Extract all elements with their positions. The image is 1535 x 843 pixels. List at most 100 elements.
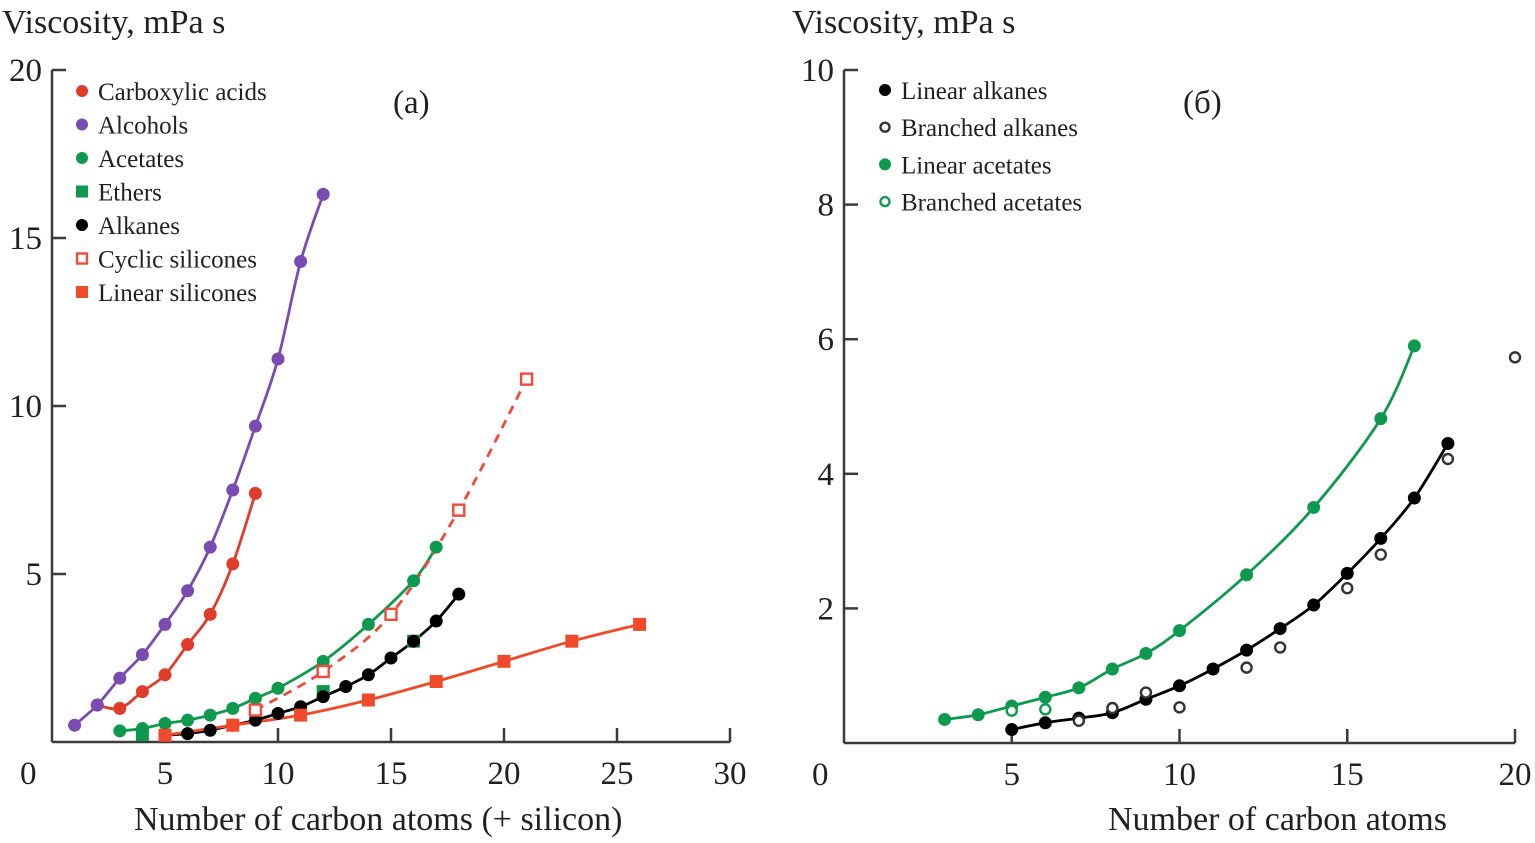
legend-label: Linear silicones <box>98 280 257 307</box>
data-point-carboxylic-acids <box>248 486 262 500</box>
legend-label: Branched acetates <box>901 190 1082 217</box>
legend-item-linear-silicones: Linear silicones <box>76 280 257 307</box>
data-point-branched-alkanes <box>1273 641 1287 654</box>
legend-item-branched-acetates: Branched acetates <box>879 190 1082 217</box>
data-point-alcohols <box>248 419 262 433</box>
data-point-branched-alkanes <box>1441 452 1455 466</box>
axes-a: 5 10 15 20 0 5 10 15 20 25 30 <box>9 53 747 792</box>
y-tick-label: 20 <box>9 53 42 89</box>
series-lines-b <box>944 345 1450 731</box>
data-point-linear-alkanes <box>1340 566 1354 580</box>
data-point-acetates <box>248 691 262 705</box>
data-point-carboxylic-acids <box>158 668 172 682</box>
data-point-linear-acetates <box>1072 681 1086 695</box>
legend-item-linear-alkanes: Linear alkanes <box>879 78 1047 105</box>
x-tick-label: 30 <box>714 756 747 792</box>
data-point-alcohols <box>113 671 127 685</box>
chart-panel-a: Viscosity, mPa s (a) Number of carbon at… <box>2 4 747 838</box>
legend-item-cyclic-silicones: Cyclic silicones <box>75 247 257 274</box>
legend-marker-linear-alkanes <box>879 84 891 96</box>
legend-marker-carboxylic-acids <box>76 85 88 97</box>
y-tick-label: 15 <box>9 221 42 257</box>
data-point-linear-silicones <box>158 728 172 742</box>
legend-marker-alcohols <box>76 118 88 131</box>
legend-item-ethers: Ethers <box>76 180 162 207</box>
series-markers-a <box>68 187 647 742</box>
data-point-branched-alkanes <box>1139 686 1153 699</box>
data-point-alkanes <box>361 668 375 682</box>
data-point-acetates <box>429 540 443 554</box>
data-point-linear-alkanes <box>1273 622 1287 636</box>
legend-label: Linear alkanes <box>901 78 1047 105</box>
data-point-alkanes <box>407 634 421 648</box>
data-point-branched-acetates <box>1005 704 1018 717</box>
series-line-alcohols <box>73 193 325 727</box>
series-line-cyclic-silicones <box>254 378 528 712</box>
data-point-alkanes <box>452 587 466 601</box>
y-tick-label: 8 <box>818 188 835 224</box>
data-point-acetates <box>361 617 375 631</box>
data-point-linear-alkanes <box>1307 598 1321 612</box>
data-point-linear-acetates <box>1374 412 1388 426</box>
series-markers-b <box>938 339 1522 737</box>
data-point-linear-silicones <box>294 708 308 722</box>
x-tick-label: 20 <box>1499 757 1532 793</box>
data-point-linear-alkanes <box>1206 662 1220 676</box>
y-tick-label: 10 <box>801 53 834 89</box>
data-point-linear-acetates <box>1173 624 1186 638</box>
data-point-alkanes <box>203 723 217 737</box>
data-point-branched-alkanes <box>1173 701 1186 714</box>
series-lines-a <box>73 193 640 737</box>
legend-label: Alcohols <box>98 113 188 140</box>
legend-label: Acetates <box>98 146 184 173</box>
data-point-acetates <box>113 724 127 738</box>
x-tick-label: 10 <box>1163 757 1196 793</box>
data-point-linear-alkanes <box>1240 643 1254 657</box>
data-point-linear-alkanes <box>1005 723 1019 737</box>
data-point-linear-acetates <box>1407 339 1421 353</box>
data-point-acetates <box>271 681 285 695</box>
data-point-alkanes <box>316 690 330 704</box>
chart-panel-b: Viscosity, mPa s (б) Number of carbon at… <box>792 4 1532 838</box>
data-point-cyclic-silicones <box>384 607 398 622</box>
data-point-alcohols <box>203 540 217 554</box>
series-line-acetates <box>119 546 438 733</box>
panel-label-b: (б) <box>1183 85 1222 121</box>
x-tick-label: 5 <box>157 756 174 792</box>
data-point-alcohols <box>316 187 330 201</box>
data-point-branched-alkanes <box>1341 582 1354 595</box>
x-tick-label: 5 <box>1004 757 1021 793</box>
y-tick-label: 5 <box>26 557 43 593</box>
y-axis-title-b: Viscosity, mPa s <box>792 4 1015 41</box>
data-point-branched-alkanes <box>1508 351 1522 364</box>
data-point-linear-acetates <box>1038 690 1052 704</box>
data-point-linear-alkanes <box>1374 531 1388 545</box>
data-point-cyclic-silicones <box>452 503 466 517</box>
data-point-branched-alkanes <box>1106 701 1119 715</box>
legend-marker-branched-acetates <box>879 195 891 208</box>
data-point-cyclic-silicones <box>316 664 330 679</box>
data-point-alkanes <box>271 706 285 720</box>
x-tick-label: 20 <box>488 756 521 792</box>
axes-b: 2 4 6 8 10 0 5 10 15 20 <box>801 53 1532 793</box>
panel-label-a: (a) <box>393 85 430 121</box>
data-point-alcohols <box>135 648 149 662</box>
legend-item-branched-alkanes: Branched alkanes <box>879 115 1078 142</box>
data-point-linear-acetates <box>1240 568 1254 582</box>
data-point-linear-acetates <box>1105 662 1119 676</box>
data-point-cyclic-silicones <box>519 372 534 386</box>
data-point-linear-silicones <box>633 617 647 631</box>
data-point-alkanes <box>339 680 353 694</box>
data-point-carboxylic-acids <box>203 607 217 621</box>
legend-label: Branched alkanes <box>901 115 1078 142</box>
data-point-acetates <box>407 574 421 588</box>
series-line-linear-acetates <box>944 345 1416 721</box>
data-point-carboxylic-acids <box>226 557 240 571</box>
legend-label: Linear acetates <box>901 152 1052 179</box>
data-point-carboxylic-acids <box>181 638 195 652</box>
data-point-linear-acetates <box>1139 646 1153 660</box>
data-point-carboxylic-acids <box>113 701 127 715</box>
data-point-linear-alkanes <box>1173 679 1186 693</box>
legend-label: Cyclic silicones <box>98 247 257 274</box>
